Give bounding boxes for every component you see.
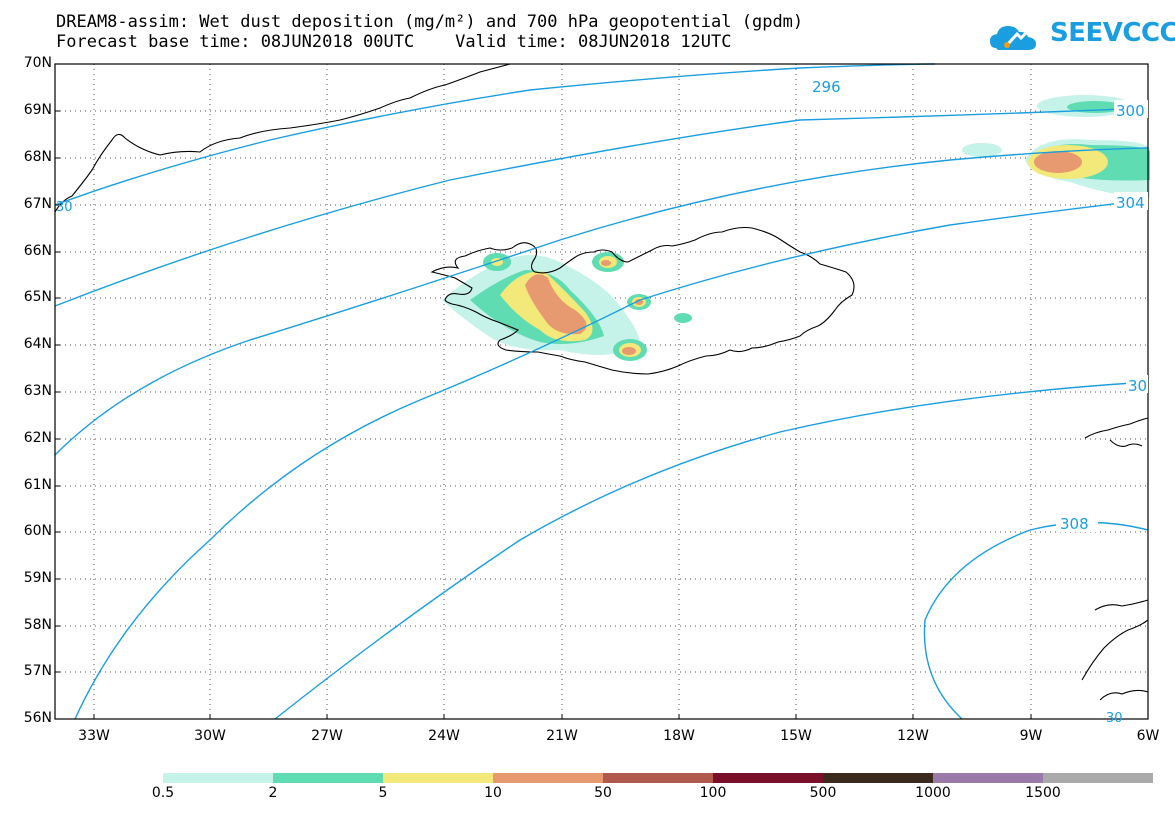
lon-label: 15W xyxy=(780,728,812,744)
colorbar-swatch xyxy=(823,773,933,783)
colorbar-label: 1000 xyxy=(915,785,951,801)
graticule xyxy=(55,64,1148,719)
lat-label: 62N xyxy=(23,430,52,446)
lat-label: 68N xyxy=(23,149,52,165)
lat-label: 65N xyxy=(23,289,52,305)
lat-label: 67N xyxy=(23,196,52,212)
chart-subtitle: Forecast base time: 08JUN2018 00UTC Vali… xyxy=(56,32,732,52)
colorbar-swatch xyxy=(713,773,823,783)
geopotential-contours xyxy=(54,63,1149,720)
lon-label: 12W xyxy=(897,728,929,744)
lat-label: 69N xyxy=(23,102,52,118)
colorbar-label: 5 xyxy=(378,785,388,801)
colorbar-swatch xyxy=(383,773,493,783)
colorbar-label: 1500 xyxy=(1025,785,1061,801)
contour-label-308: 308 xyxy=(1060,515,1089,533)
lat-label: 57N xyxy=(23,663,52,679)
colorbar-label: 10 xyxy=(484,785,502,801)
dust-deposition-iceland xyxy=(442,252,692,361)
dust-deposition-east xyxy=(962,95,1150,198)
colorbar-swatch xyxy=(493,773,603,783)
colorbar-label: 100 xyxy=(699,785,727,801)
lat-label: 63N xyxy=(23,383,52,399)
colorbar-label: 2 xyxy=(268,785,278,801)
colorbar-label: 50 xyxy=(594,785,612,801)
lat-label: 58N xyxy=(23,617,52,633)
colorbar-label: 0.5 xyxy=(151,785,175,801)
colorbar-label: 500 xyxy=(809,785,837,801)
chart-title: DREAM8-assim: Wet dust deposition (mg/m²… xyxy=(56,12,804,32)
lon-label: 21W xyxy=(546,728,578,744)
contour-label-300: 300 xyxy=(1116,102,1145,120)
lat-label: 61N xyxy=(23,477,52,493)
lat-label: 66N xyxy=(23,243,52,259)
contour-label-30-east: 30 xyxy=(1128,377,1147,395)
logo-text: SEEVCCC xyxy=(1050,18,1175,48)
contour-label-30-south: 30 xyxy=(1106,711,1123,726)
lat-label: 64N xyxy=(23,336,52,352)
coastlines xyxy=(54,63,1149,701)
contour-label-304: 304 xyxy=(1116,194,1145,212)
lon-label: 30W xyxy=(194,728,226,744)
lat-label: 56N xyxy=(23,710,52,726)
contour-labels: 296 300 304 30 308 30 30 xyxy=(56,76,1148,726)
axis-ticks xyxy=(55,110,1032,719)
lon-label: 18W xyxy=(663,728,695,744)
cloud-logo-icon xyxy=(990,26,1036,50)
map-frame xyxy=(54,63,1149,720)
colorbar-swatch xyxy=(163,773,273,783)
lon-label: 6W xyxy=(1136,728,1160,744)
lat-label: 60N xyxy=(23,523,52,539)
colorbar-swatch xyxy=(1043,773,1153,783)
lat-label: 70N xyxy=(23,55,52,71)
colorbar-swatch xyxy=(933,773,1043,783)
lon-label: 27W xyxy=(311,728,343,744)
contour-label-30-west: 30 xyxy=(56,200,73,215)
lon-label: 33W xyxy=(78,728,110,744)
colorbar-swatch xyxy=(603,773,713,783)
colorbar-swatch xyxy=(273,773,383,783)
contour-label-296: 296 xyxy=(812,78,841,96)
lon-label: 24W xyxy=(428,728,460,744)
lat-label: 59N xyxy=(23,570,52,586)
lon-label: 9W xyxy=(1019,728,1043,744)
